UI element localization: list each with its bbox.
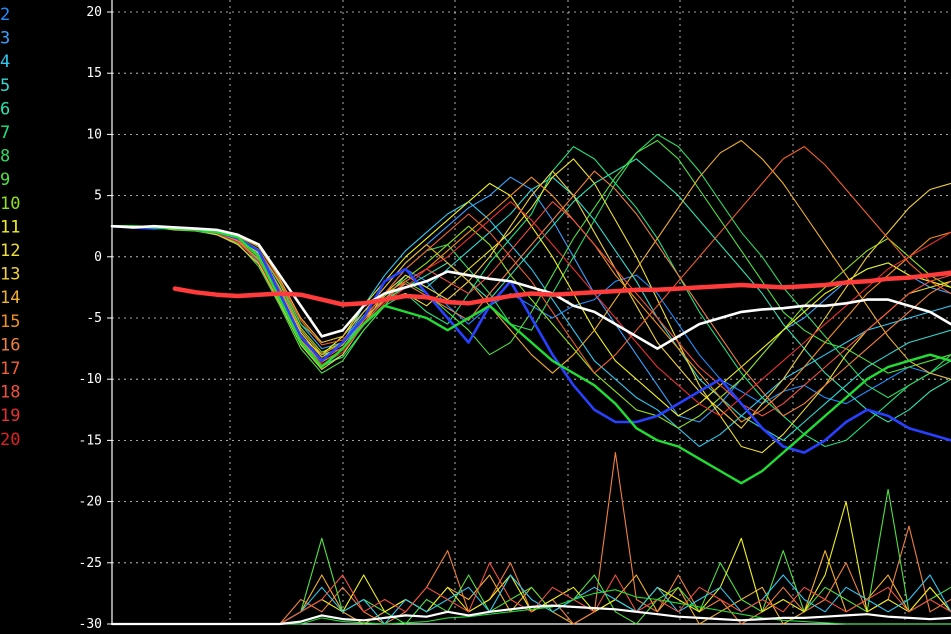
legend-entry: 20 [0, 430, 20, 450]
ensemble-series-line [111, 139, 951, 380]
y-tick-label: -5 [86, 311, 102, 326]
y-tick-label: -30 [79, 617, 102, 632]
y-tick-label: 15 [86, 66, 102, 81]
y-tick-label: 20 [86, 5, 102, 20]
legend-entry: 3 [0, 29, 10, 49]
legend-entry: 2 [0, 5, 10, 25]
ensemble-series-line [111, 170, 951, 429]
red-mean-line [172, 270, 951, 307]
y-tick-label: -10 [79, 372, 102, 387]
legend-entry: 14 [0, 288, 20, 308]
legend-entry: 19 [0, 406, 20, 426]
legend-entry: 8 [0, 147, 10, 167]
y-tick-label: -15 [79, 433, 102, 448]
legend-entry: 4 [0, 52, 10, 72]
legend-entry: 12 [0, 241, 20, 261]
blue-member-line [110, 224, 951, 454]
ensemble-series-line [111, 158, 951, 454]
ensemble-series-line [111, 146, 951, 448]
green-member-line [110, 225, 951, 485]
y-tick-label: 0 [94, 250, 102, 265]
legend-entry: 6 [0, 99, 10, 119]
legend-entry: 11 [0, 217, 20, 237]
white-bottom-line [110, 604, 951, 626]
ensemble-series-line [111, 139, 951, 374]
legend-entry: 9 [0, 170, 10, 190]
legend-entry: 7 [0, 123, 10, 143]
y-tick-label: 10 [86, 127, 102, 142]
y-tick-label: 5 [94, 189, 102, 204]
legend-entry: 16 [0, 335, 20, 355]
ensemble-series-line [111, 201, 951, 417]
y-tick-label: -25 [79, 556, 102, 571]
legend: 2 3 4 5 6 7 8 9 10 11 12 13 14 15 16 17 18 19 20 [0, 5, 20, 450]
y-tick-label: -20 [79, 495, 102, 510]
gridlines [112, 0, 951, 625]
legend-entry: 5 [0, 76, 10, 96]
ensemble-series-line [111, 170, 951, 417]
legend-entry: 17 [0, 359, 20, 379]
legend-entry: 15 [0, 312, 20, 332]
y-axis-ticks: 20 15 10 5 0 -5 -10 -15 -20 -25 -30 [79, 5, 112, 632]
legend-entry: 10 [0, 194, 20, 214]
white-mean-line [110, 224, 951, 350]
legend-entry: 13 [0, 265, 20, 285]
legend-entry: 18 [0, 383, 20, 403]
series-lines [110, 133, 951, 626]
